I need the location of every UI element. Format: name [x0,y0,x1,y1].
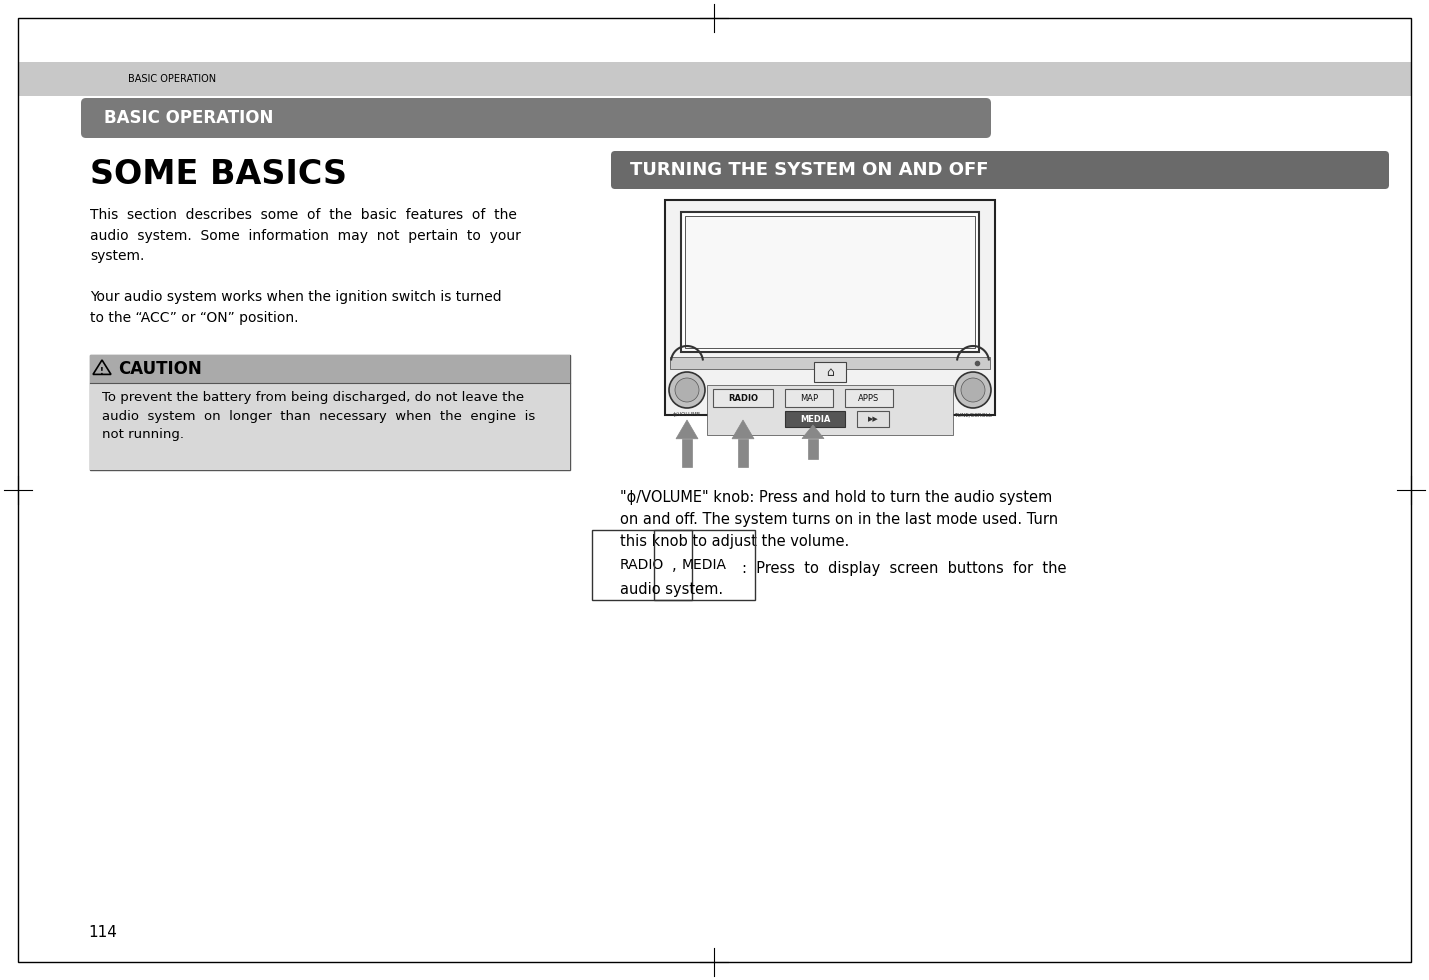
Bar [90,355,570,383]
Text: MEDIA: MEDIA [682,558,727,572]
Text: 114: 114 [89,925,117,940]
Text: !: ! [100,367,104,375]
Text: "ϕ/VOLUME" knob: Press and hold to turn the audio system
on and off. The system : "ϕ/VOLUME" knob: Press and hold to turn … [620,490,1057,550]
Text: ▶▶: ▶▶ [867,416,879,422]
Text: TUNE/SCROLL: TUNE/SCROLL [955,412,992,417]
Bar [90,355,570,470]
Bar [90,383,570,470]
Text: BASIC OPERATION: BASIC OPERATION [129,74,216,84]
Text: To prevent the battery from being discharged, do not leave the
audio  system  on: To prevent the battery from being discha… [101,391,536,441]
Text: MEDIA: MEDIA [800,415,830,423]
Bar [785,389,833,407]
Polygon shape [682,439,692,467]
Text: SOME BASICS: SOME BASICS [90,158,347,191]
Text: RADIO: RADIO [727,394,757,403]
Text: This  section  describes  some  of  the  basic  features  of  the
audio  system.: This section describes some of the basic… [90,208,522,325]
Circle shape [955,372,990,408]
Polygon shape [732,420,755,439]
FancyBboxPatch shape [612,151,1389,189]
FancyBboxPatch shape [81,98,990,138]
Bar [707,385,953,435]
Text: MAP: MAP [800,394,817,403]
Bar [713,389,773,407]
Text: audio system.: audio system. [620,582,723,597]
Bar [682,212,979,352]
Bar [684,216,975,348]
Text: ⌂: ⌂ [826,366,835,378]
Polygon shape [807,439,817,459]
Bar [785,411,845,427]
Bar [664,200,995,415]
Polygon shape [676,420,697,439]
Circle shape [669,372,704,408]
Bar [670,357,990,369]
Bar [857,411,889,427]
Bar [815,362,846,382]
Bar [19,62,1410,96]
Text: :  Press  to  display  screen  buttons  for  the: : Press to display screen buttons for th… [742,561,1066,575]
Text: TURNING THE SYSTEM ON AND OFF: TURNING THE SYSTEM ON AND OFF [630,161,989,179]
Text: ϕ/VOLUME: ϕ/VOLUME [673,412,702,417]
Polygon shape [737,439,747,467]
Text: BASIC OPERATION: BASIC OPERATION [104,109,273,127]
Bar [845,389,893,407]
Polygon shape [802,425,825,439]
Text: APPS: APPS [859,394,880,403]
Text: ,: , [672,558,676,573]
Circle shape [674,378,699,402]
Circle shape [960,378,985,402]
Text: RADIO: RADIO [620,558,664,572]
Text: CAUTION: CAUTION [119,360,201,378]
